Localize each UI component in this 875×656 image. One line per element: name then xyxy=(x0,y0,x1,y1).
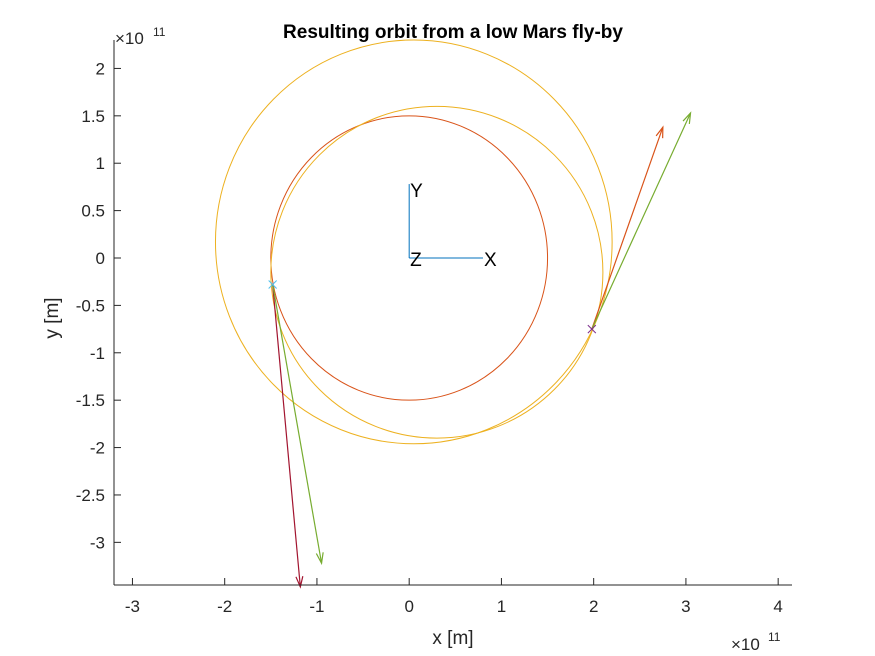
frame-triad: X Y Z xyxy=(408,181,497,271)
x-tick-label: 0 xyxy=(404,597,413,616)
y-tick-label: -0.5 xyxy=(76,296,105,315)
x-exponent-base: ×10 xyxy=(731,635,760,654)
marker-1-stroke-b xyxy=(268,280,278,289)
orbits xyxy=(214,39,613,445)
orbit-3 xyxy=(214,39,613,445)
x-tick-label: -1 xyxy=(309,597,324,616)
x-tick-label: 4 xyxy=(773,597,782,616)
velocity-vectors xyxy=(272,111,692,589)
y-tick-label: 1.5 xyxy=(81,107,105,126)
vector-2-head xyxy=(682,111,692,124)
y-tick-label: 1 xyxy=(96,154,105,173)
vector-1-head xyxy=(655,125,664,139)
chart-title: Resulting orbit from a low Mars fly-by xyxy=(283,22,623,43)
vector-2-shaft xyxy=(591,112,692,330)
y-tick-label: 0 xyxy=(96,249,105,268)
triad-z-label: Z xyxy=(410,250,422,271)
x-tick-label: -2 xyxy=(217,597,232,616)
y-exponent: ×10 11 xyxy=(115,25,166,48)
axes: -3 -2 -1 0 1 2 3 4 -3 -2.5 -2 -1.5 -1 -0.5 0 0.5 1 1.5 2 xyxy=(76,40,792,616)
orbit-1 xyxy=(270,115,549,401)
triad-x-label: X xyxy=(484,250,497,271)
x-tick-label: -3 xyxy=(125,597,140,616)
marker-1 xyxy=(268,280,278,289)
x-exponent: ×10 11 xyxy=(731,630,781,654)
vector-3-head xyxy=(295,576,304,589)
x-exponent-power: 11 xyxy=(768,630,781,644)
marker-2 xyxy=(587,324,597,334)
vector-4-head xyxy=(315,552,324,566)
x-ticks: -3 -2 -1 0 1 2 3 4 xyxy=(125,578,783,616)
orbit-2 xyxy=(270,105,604,439)
position-markers xyxy=(268,280,597,334)
y-exponent-base: ×10 xyxy=(115,29,144,48)
x-tick-label: 3 xyxy=(681,597,690,616)
y-tick-label: -3 xyxy=(90,533,105,552)
plot-area: X Y Z xyxy=(214,39,692,589)
vector-4-shaft xyxy=(272,284,323,564)
y-ticks: -3 -2.5 -2 -1.5 -1 -0.5 0 0.5 1 1.5 2 xyxy=(76,59,121,552)
triad-y-label: Y xyxy=(410,181,423,202)
vector-1-shaft xyxy=(591,127,664,330)
y-tick-label: 0.5 xyxy=(81,202,105,221)
x-tick-label: 1 xyxy=(497,597,506,616)
y-tick-label: 2 xyxy=(96,59,105,78)
y-tick-label: -1 xyxy=(90,344,105,363)
y-axis-label: y [m] xyxy=(42,297,63,338)
x-tick-label: 2 xyxy=(589,597,598,616)
y-tick-label: -2 xyxy=(90,439,105,458)
y-tick-label: -1.5 xyxy=(76,391,105,410)
vector-3-shaft xyxy=(272,284,301,587)
y-tick-label: -2.5 xyxy=(76,486,105,505)
x-axis-label: x [m] xyxy=(432,628,473,649)
marker-2-stroke-b xyxy=(587,324,597,334)
y-exponent-power: 11 xyxy=(153,25,166,39)
